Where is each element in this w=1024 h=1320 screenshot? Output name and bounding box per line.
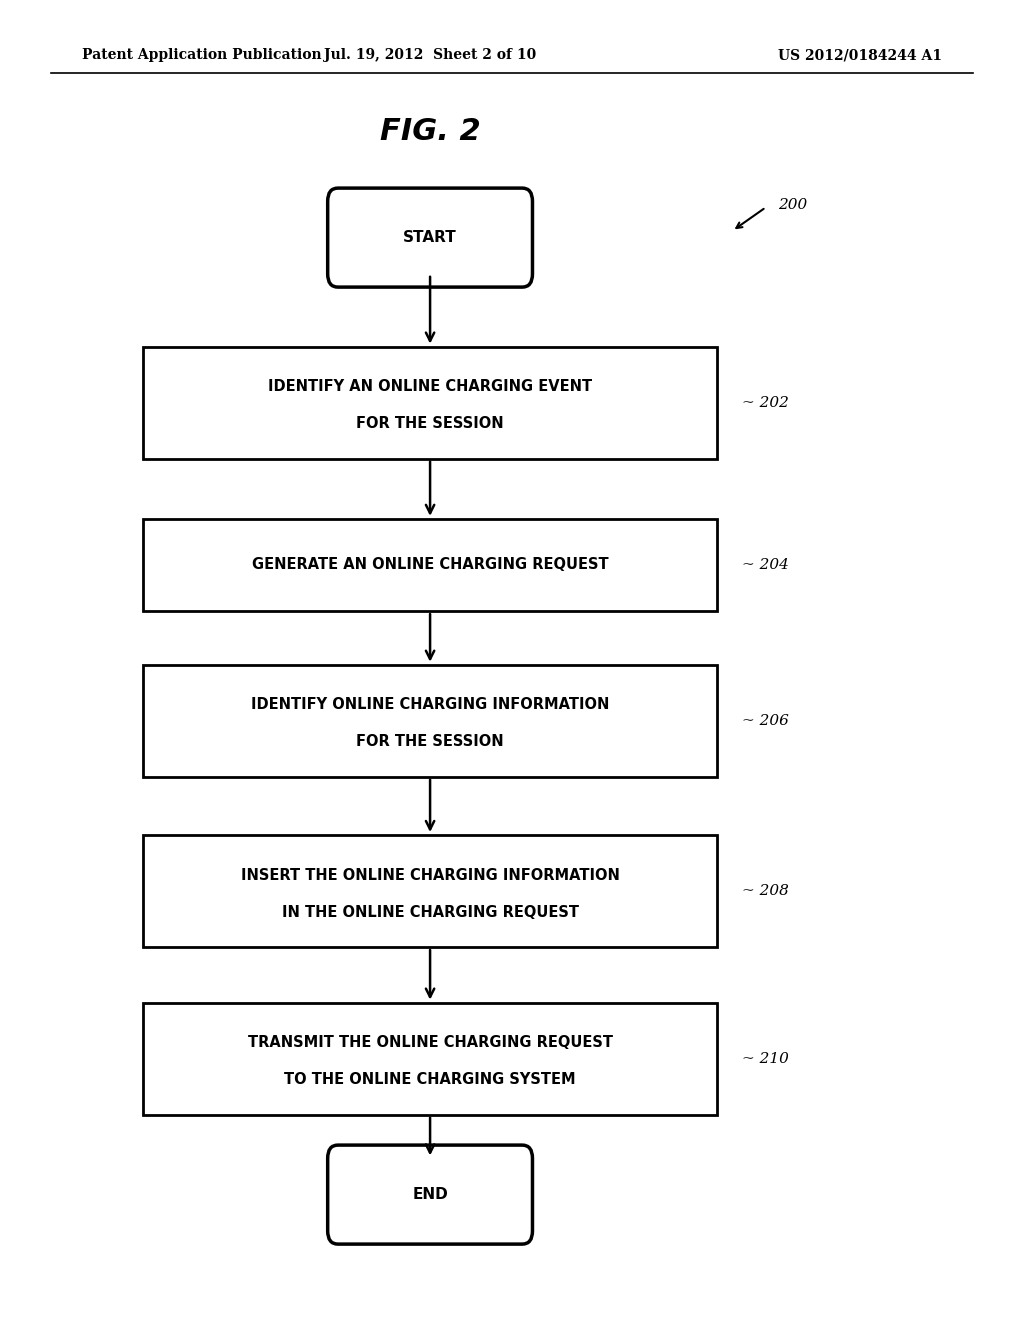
Bar (143, 347, 717, 459)
Bar (143, 664, 717, 776)
Text: ~ 202: ~ 202 (742, 396, 790, 409)
Text: Patent Application Publication: Patent Application Publication (82, 49, 322, 62)
FancyBboxPatch shape (328, 1144, 532, 1243)
Text: ~ 204: ~ 204 (742, 558, 790, 572)
Text: ~ 210: ~ 210 (742, 1052, 790, 1065)
Text: FIG. 2: FIG. 2 (380, 117, 480, 147)
Text: ~ 206: ~ 206 (742, 714, 790, 727)
Text: Jul. 19, 2012  Sheet 2 of 10: Jul. 19, 2012 Sheet 2 of 10 (324, 49, 537, 62)
Bar (143, 1003, 717, 1114)
Text: START: START (403, 230, 457, 246)
FancyBboxPatch shape (328, 189, 532, 288)
Text: TO THE ONLINE CHARGING SYSTEM: TO THE ONLINE CHARGING SYSTEM (285, 1072, 575, 1088)
Bar (143, 519, 717, 611)
Text: FOR THE SESSION: FOR THE SESSION (356, 416, 504, 432)
Text: GENERATE AN ONLINE CHARGING REQUEST: GENERATE AN ONLINE CHARGING REQUEST (252, 557, 608, 573)
Text: IDENTIFY ONLINE CHARGING INFORMATION: IDENTIFY ONLINE CHARGING INFORMATION (251, 697, 609, 713)
Text: IDENTIFY AN ONLINE CHARGING EVENT: IDENTIFY AN ONLINE CHARGING EVENT (268, 379, 592, 395)
Text: US 2012/0184244 A1: US 2012/0184244 A1 (778, 49, 942, 62)
Bar (143, 834, 717, 948)
Text: IN THE ONLINE CHARGING REQUEST: IN THE ONLINE CHARGING REQUEST (282, 904, 579, 920)
Text: INSERT THE ONLINE CHARGING INFORMATION: INSERT THE ONLINE CHARGING INFORMATION (241, 867, 620, 883)
Text: TRANSMIT THE ONLINE CHARGING REQUEST: TRANSMIT THE ONLINE CHARGING REQUEST (248, 1035, 612, 1051)
Text: END: END (413, 1187, 447, 1203)
Text: 200: 200 (778, 198, 808, 211)
Text: ~ 208: ~ 208 (742, 884, 790, 898)
Text: FOR THE SESSION: FOR THE SESSION (356, 734, 504, 750)
